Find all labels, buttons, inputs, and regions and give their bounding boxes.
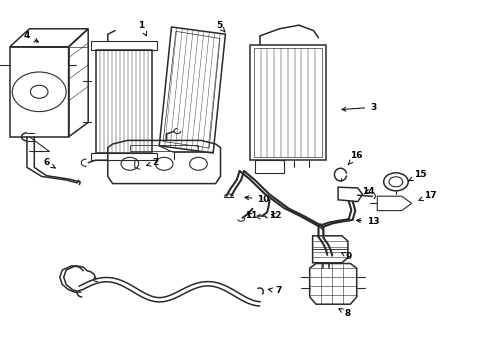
Text: 5: 5 (216, 21, 225, 32)
Bar (254, 48, 322, 157)
Text: 17: 17 (418, 192, 437, 201)
Text: 1: 1 (138, 21, 147, 36)
Text: 6: 6 (44, 158, 55, 168)
Text: 9: 9 (342, 252, 352, 261)
Text: 14: 14 (362, 187, 375, 196)
Text: 2: 2 (147, 158, 159, 167)
Text: 4: 4 (23, 31, 38, 42)
Text: 7: 7 (269, 287, 282, 295)
Text: 16: 16 (348, 151, 363, 165)
Bar (250, 45, 326, 160)
Text: 3: 3 (342, 103, 376, 112)
Text: 8: 8 (339, 309, 351, 318)
Text: 13: 13 (357, 217, 380, 226)
Text: 10: 10 (245, 195, 270, 204)
Bar (130, 145, 198, 151)
Text: 15: 15 (409, 171, 427, 181)
Text: 12: 12 (269, 211, 282, 220)
Bar (96, 50, 152, 153)
Text: 11: 11 (245, 211, 257, 220)
